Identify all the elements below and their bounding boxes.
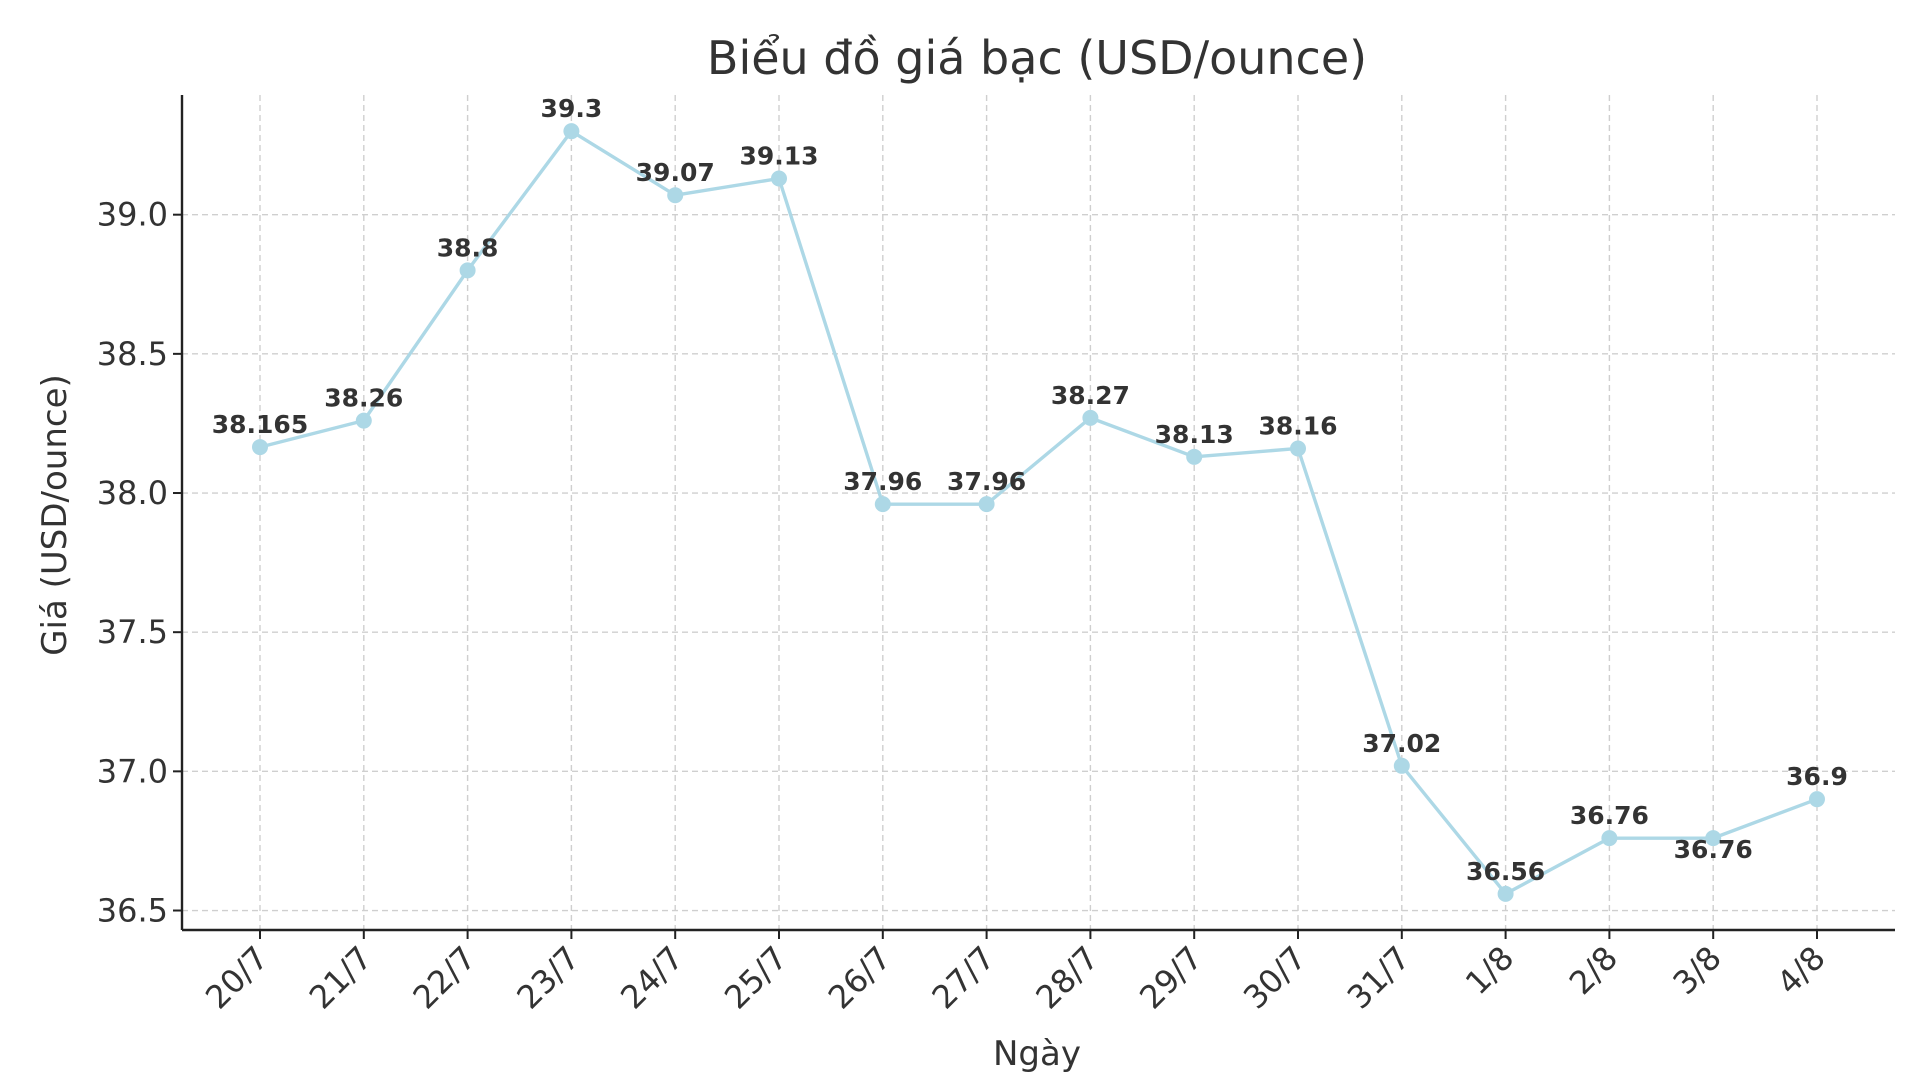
axes: 36.5 37.0 37.5 38.0 38.5 39.0 20/7 21/7 22/7 23/7… bbox=[97, 95, 1895, 1016]
x-tick-label: 3/8 bbox=[1666, 939, 1729, 1002]
x-tick-label: 27/7 bbox=[925, 939, 1003, 1017]
data-point bbox=[1601, 830, 1618, 847]
data-point bbox=[1497, 885, 1514, 902]
data-point bbox=[1290, 440, 1306, 457]
data-labels: 38.165 38.26 38.8 39.3 39.07 39.13 37.96 37.96 3… bbox=[212, 94, 1848, 886]
y-tick-label: 37.5 bbox=[97, 613, 168, 651]
data-label: 37.96 bbox=[947, 467, 1026, 496]
x-tick-label: 1/8 bbox=[1458, 939, 1521, 1002]
x-tick-label: 24/7 bbox=[613, 939, 691, 1017]
data-label: 38.8 bbox=[437, 233, 499, 262]
data-label: 36.76 bbox=[1674, 835, 1753, 864]
data-point bbox=[1809, 791, 1825, 808]
data-label: 38.13 bbox=[1155, 420, 1234, 449]
x-tick-label: 23/7 bbox=[509, 939, 587, 1017]
data-point bbox=[667, 187, 684, 204]
data-label: 39.3 bbox=[541, 94, 603, 123]
data-label: 36.76 bbox=[1570, 801, 1649, 830]
series bbox=[252, 123, 1825, 902]
y-tick-label: 38.5 bbox=[97, 335, 168, 373]
data-point bbox=[874, 496, 891, 513]
x-tick-label: 4/8 bbox=[1769, 939, 1832, 1002]
x-tick-label: 29/7 bbox=[1132, 939, 1210, 1017]
data-label: 39.13 bbox=[739, 142, 818, 171]
chart-title: Biểu đồ giá bạc (USD/ounce) bbox=[707, 31, 1367, 85]
x-tick-label: 30/7 bbox=[1236, 939, 1314, 1017]
data-label: 38.165 bbox=[212, 410, 308, 439]
series-line bbox=[259, 129, 1818, 896]
data-point bbox=[459, 262, 476, 279]
y-tick-label: 38.0 bbox=[97, 474, 168, 512]
x-tick-label: 28/7 bbox=[1028, 939, 1106, 1017]
y-tick-label: 37.0 bbox=[97, 752, 168, 790]
x-tick-label: 31/7 bbox=[1340, 939, 1418, 1017]
data-label: 37.02 bbox=[1362, 729, 1441, 758]
data-label: 38.27 bbox=[1051, 381, 1130, 410]
data-label: 38.26 bbox=[324, 384, 403, 413]
x-tick-label: 22/7 bbox=[406, 939, 484, 1017]
data-label: 36.9 bbox=[1786, 762, 1848, 791]
data-point bbox=[252, 439, 268, 456]
data-label: 38.16 bbox=[1258, 411, 1337, 440]
x-tick-label: 20/7 bbox=[198, 939, 276, 1017]
data-label: 37.96 bbox=[843, 467, 922, 496]
x-axis-label: Ngày bbox=[993, 1034, 1081, 1074]
x-tick-label: 25/7 bbox=[717, 939, 795, 1017]
x-tick-label: 26/7 bbox=[821, 939, 899, 1017]
y-tick-label: 36.5 bbox=[97, 892, 168, 930]
y-tick-label: 39.0 bbox=[97, 196, 168, 234]
data-point bbox=[563, 123, 580, 140]
data-point bbox=[1393, 757, 1410, 774]
data-point bbox=[1705, 830, 1722, 847]
data-point bbox=[355, 412, 372, 429]
x-tick-label: 2/8 bbox=[1562, 939, 1625, 1002]
data-point bbox=[771, 170, 787, 187]
data-point bbox=[1082, 409, 1099, 426]
data-point bbox=[978, 496, 995, 513]
data-label: 39.07 bbox=[636, 158, 715, 187]
grid bbox=[182, 95, 1895, 930]
y-axis-label: Giá (USD/ounce) bbox=[35, 374, 75, 656]
data-label: 36.56 bbox=[1466, 857, 1545, 886]
data-point bbox=[1186, 448, 1203, 465]
x-tick-label: 21/7 bbox=[302, 939, 380, 1017]
